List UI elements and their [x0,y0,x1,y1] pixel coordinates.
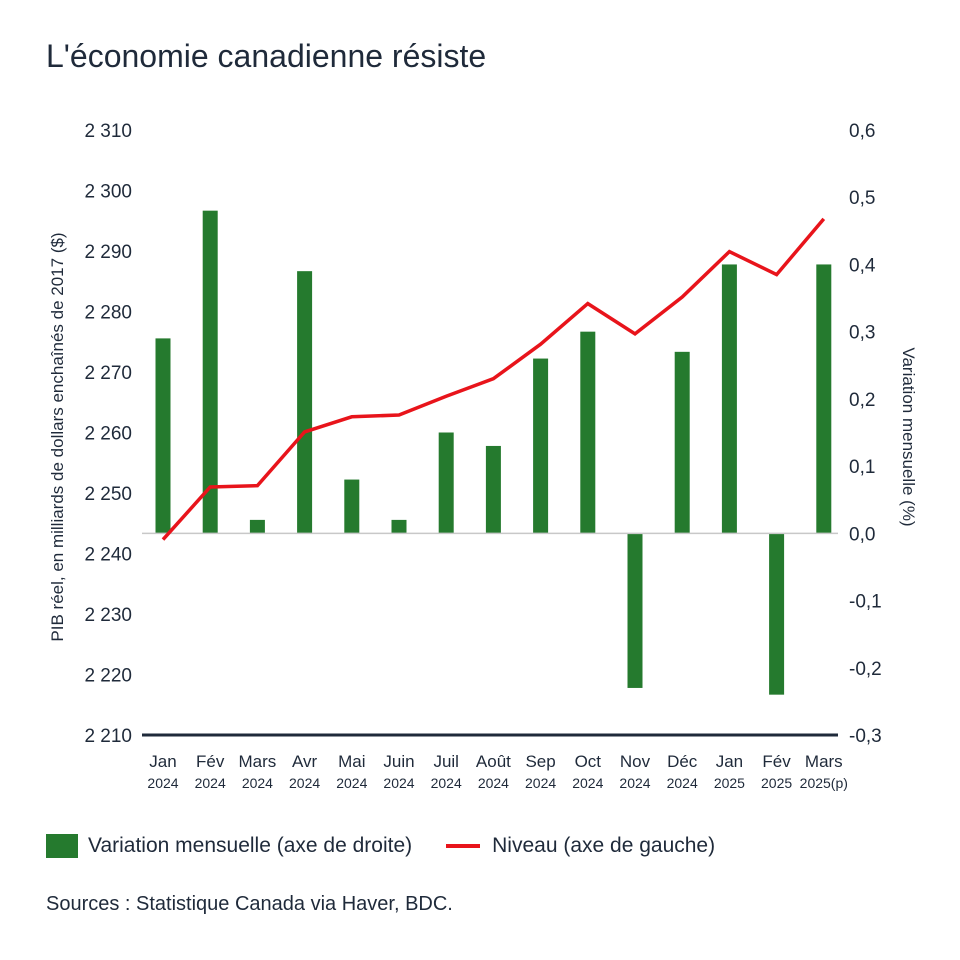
right-axis-ticks: 0,6 0,5 0,4 0,3 0,2 0,1 0,0 -0,1 -0,2 -0,3 [849,121,882,747]
x-tick-year: 2025 [761,775,792,791]
left-tick-label: 2 310 [84,121,132,142]
bar [485,445,501,534]
right-tick-label: 0,5 [849,188,875,209]
x-tick-year: 2024 [572,775,603,791]
right-tick-label: -0,2 [849,659,882,680]
legend: Variation mensuelle (axe de droite) Nive… [46,834,715,858]
legend-line-label: Niveau (axe de gauche) [492,834,716,857]
x-tick-month: Juil [433,752,459,771]
x-tick-month: Jan [149,752,176,771]
legend-bar-swatch [46,834,78,858]
x-tick-year: 2024 [242,775,273,791]
bar [155,338,171,534]
x-tick-year: 2024 [525,775,556,791]
x-tick-year: 2024 [431,775,462,791]
bar [721,264,737,534]
legend-line-swatch [446,844,481,848]
x-tick-year: 2025(p) [800,775,848,791]
x-tick-month: Fév [762,752,791,771]
x-tick-month: Déc [667,752,698,771]
level-line [161,217,826,541]
source-note: Sources : Statistique Canada via Haver, … [46,893,453,915]
x-tick-month: Mars [239,752,277,771]
x-tick-month: Sep [525,752,555,771]
left-tick-label: 2 260 [84,424,132,445]
x-tick-month: Fév [196,752,225,771]
right-tick-label: 0,0 [849,524,875,545]
left-tick-label: 2 290 [84,242,132,263]
bar [627,533,643,688]
x-tick-year: 2024 [289,775,320,791]
x-tick-year: 2024 [619,775,650,791]
x-tick-month: Oct [575,752,602,771]
x-tick-year: 2024 [336,775,367,791]
right-tick-label: -0,1 [849,592,882,613]
left-tick-label: 2 270 [84,363,132,384]
right-tick-label: 0,6 [849,121,875,142]
left-tick-label: 2 230 [84,605,132,626]
x-tick-year: 2024 [147,775,178,791]
combo-chart: 2 310 2 300 2 290 2 280 2 270 2 260 2 250 2 240… [48,121,918,791]
left-tick-label: 2 240 [84,545,132,566]
x-tick-month: Avr [292,752,318,771]
x-axis-labels: Jan 2024 Fév 2024 Mars 2024 Avr 2024 Mai 2024 Juin… [147,752,848,791]
bar [533,358,549,534]
x-tick-month: Mars [805,752,843,771]
bar [769,533,785,695]
right-tick-label: 0,1 [849,457,875,478]
right-tick-label: 0,2 [849,390,875,411]
bar [249,519,265,534]
bar [674,351,690,534]
x-tick-month: Août [476,752,511,771]
left-axis-title: PIB réel, en milliards de dollars enchaî… [48,232,67,641]
left-axis-ticks: 2 310 2 300 2 290 2 280 2 270 2 260 2 250 2 240… [84,121,132,747]
legend-bar-label: Variation mensuelle (axe de droite) [88,834,413,857]
right-tick-label: 0,3 [849,323,875,344]
right-axis-title: Variation mensuelle (%) [899,347,918,526]
left-tick-label: 2 210 [84,726,132,747]
bar [391,519,407,534]
x-tick-month: Juin [383,752,414,771]
bar [202,210,218,534]
bar [297,271,313,534]
bar [580,331,596,534]
x-tick-year: 2024 [478,775,509,791]
x-tick-month: Jan [716,752,743,771]
left-tick-label: 2 250 [84,484,132,505]
bar [344,479,360,534]
bars-series [155,210,832,695]
chart-title: L'économie canadienne résiste [46,38,487,74]
left-tick-label: 2 300 [84,182,132,203]
bar [816,264,832,534]
x-tick-month: Nov [620,752,651,771]
x-tick-year: 2024 [195,775,226,791]
x-tick-year: 2024 [667,775,698,791]
bar [438,432,454,534]
x-tick-month: Mai [338,752,365,771]
left-tick-label: 2 280 [84,303,132,324]
x-tick-year: 2024 [383,775,414,791]
left-tick-label: 2 220 [84,666,132,687]
x-tick-year: 2025 [714,775,745,791]
right-tick-label: -0,3 [849,726,882,747]
right-tick-label: 0,4 [849,255,876,276]
